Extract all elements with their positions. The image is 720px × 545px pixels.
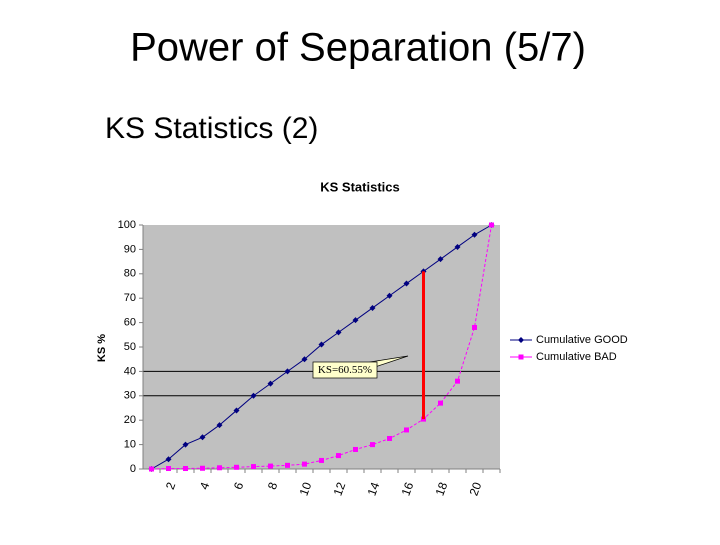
point-marker (319, 457, 324, 463)
y-tick-label: 60 (124, 317, 136, 329)
point-marker (455, 378, 460, 384)
point-marker (200, 465, 205, 471)
x-tick-label: 20 (467, 480, 485, 498)
point-marker (336, 453, 341, 459)
point-marker (250, 392, 257, 399)
point-marker (166, 466, 171, 472)
bullet: KS Statistics (2) (105, 112, 318, 145)
x-tick-label: 14 (365, 480, 383, 498)
x-tick-label: 16 (399, 480, 417, 498)
point-marker (217, 465, 222, 471)
x-tick-label: 4 (197, 480, 213, 491)
x-tick-label: 12 (331, 480, 349, 498)
point-marker (149, 466, 154, 472)
point-marker (267, 380, 274, 387)
y-tick-label: 0 (130, 463, 136, 475)
legend-label: Cumulative BAD (536, 351, 617, 363)
point-marker (234, 464, 239, 470)
y-tick-label: 20 (124, 414, 136, 426)
x-tick-label: 8 (265, 480, 281, 491)
point-marker (335, 329, 342, 336)
point-marker (404, 427, 409, 433)
point-marker (302, 461, 307, 467)
chart-title: KS Statistics (320, 179, 399, 194)
y-tick-label: 40 (124, 365, 136, 377)
point-marker (199, 434, 206, 441)
y-tick-label: 50 (124, 341, 136, 353)
point-marker (165, 456, 172, 463)
point-marker (233, 407, 240, 414)
legend-marker (518, 337, 524, 343)
point-marker (370, 442, 375, 448)
legend-marker (518, 354, 524, 360)
slide-title: Power of Separation (5/7) (130, 26, 586, 70)
y-tick-label: 30 (124, 390, 136, 402)
point-marker (386, 292, 393, 299)
point-marker (182, 441, 189, 448)
point-marker (353, 446, 358, 452)
point-marker (489, 222, 494, 228)
x-tick-label: 6 (231, 480, 247, 491)
point-marker (301, 356, 308, 363)
point-marker (471, 231, 478, 238)
y-tick-label: 70 (124, 292, 136, 304)
point-marker (284, 368, 291, 375)
x-tick-label: 10 (297, 480, 315, 498)
point-marker (352, 317, 359, 324)
point-marker (251, 464, 256, 470)
y-tick-label: 100 (118, 219, 136, 231)
point-marker (472, 324, 477, 330)
point-marker (285, 462, 290, 468)
point-marker (438, 400, 443, 406)
x-tick-label: 2 (163, 480, 179, 491)
annotation: KS=60.55% (318, 364, 372, 376)
point-marker (387, 436, 392, 441)
point-marker (403, 280, 410, 287)
legend-label: Cumulative GOOD (536, 334, 628, 346)
annotation-box (312, 361, 378, 379)
point-marker (268, 463, 273, 469)
y-tick-label: 10 (124, 439, 136, 451)
y-tick-label: 80 (124, 268, 136, 280)
x-tick-label: 18 (433, 480, 451, 498)
y-tick-label: 90 (124, 243, 136, 255)
y-axis-label: KS % (96, 334, 108, 362)
point-marker (369, 304, 376, 311)
point-marker (318, 341, 325, 348)
point-marker (454, 243, 461, 250)
point-marker (437, 256, 444, 263)
point-marker (183, 466, 188, 472)
point-marker (216, 422, 223, 429)
